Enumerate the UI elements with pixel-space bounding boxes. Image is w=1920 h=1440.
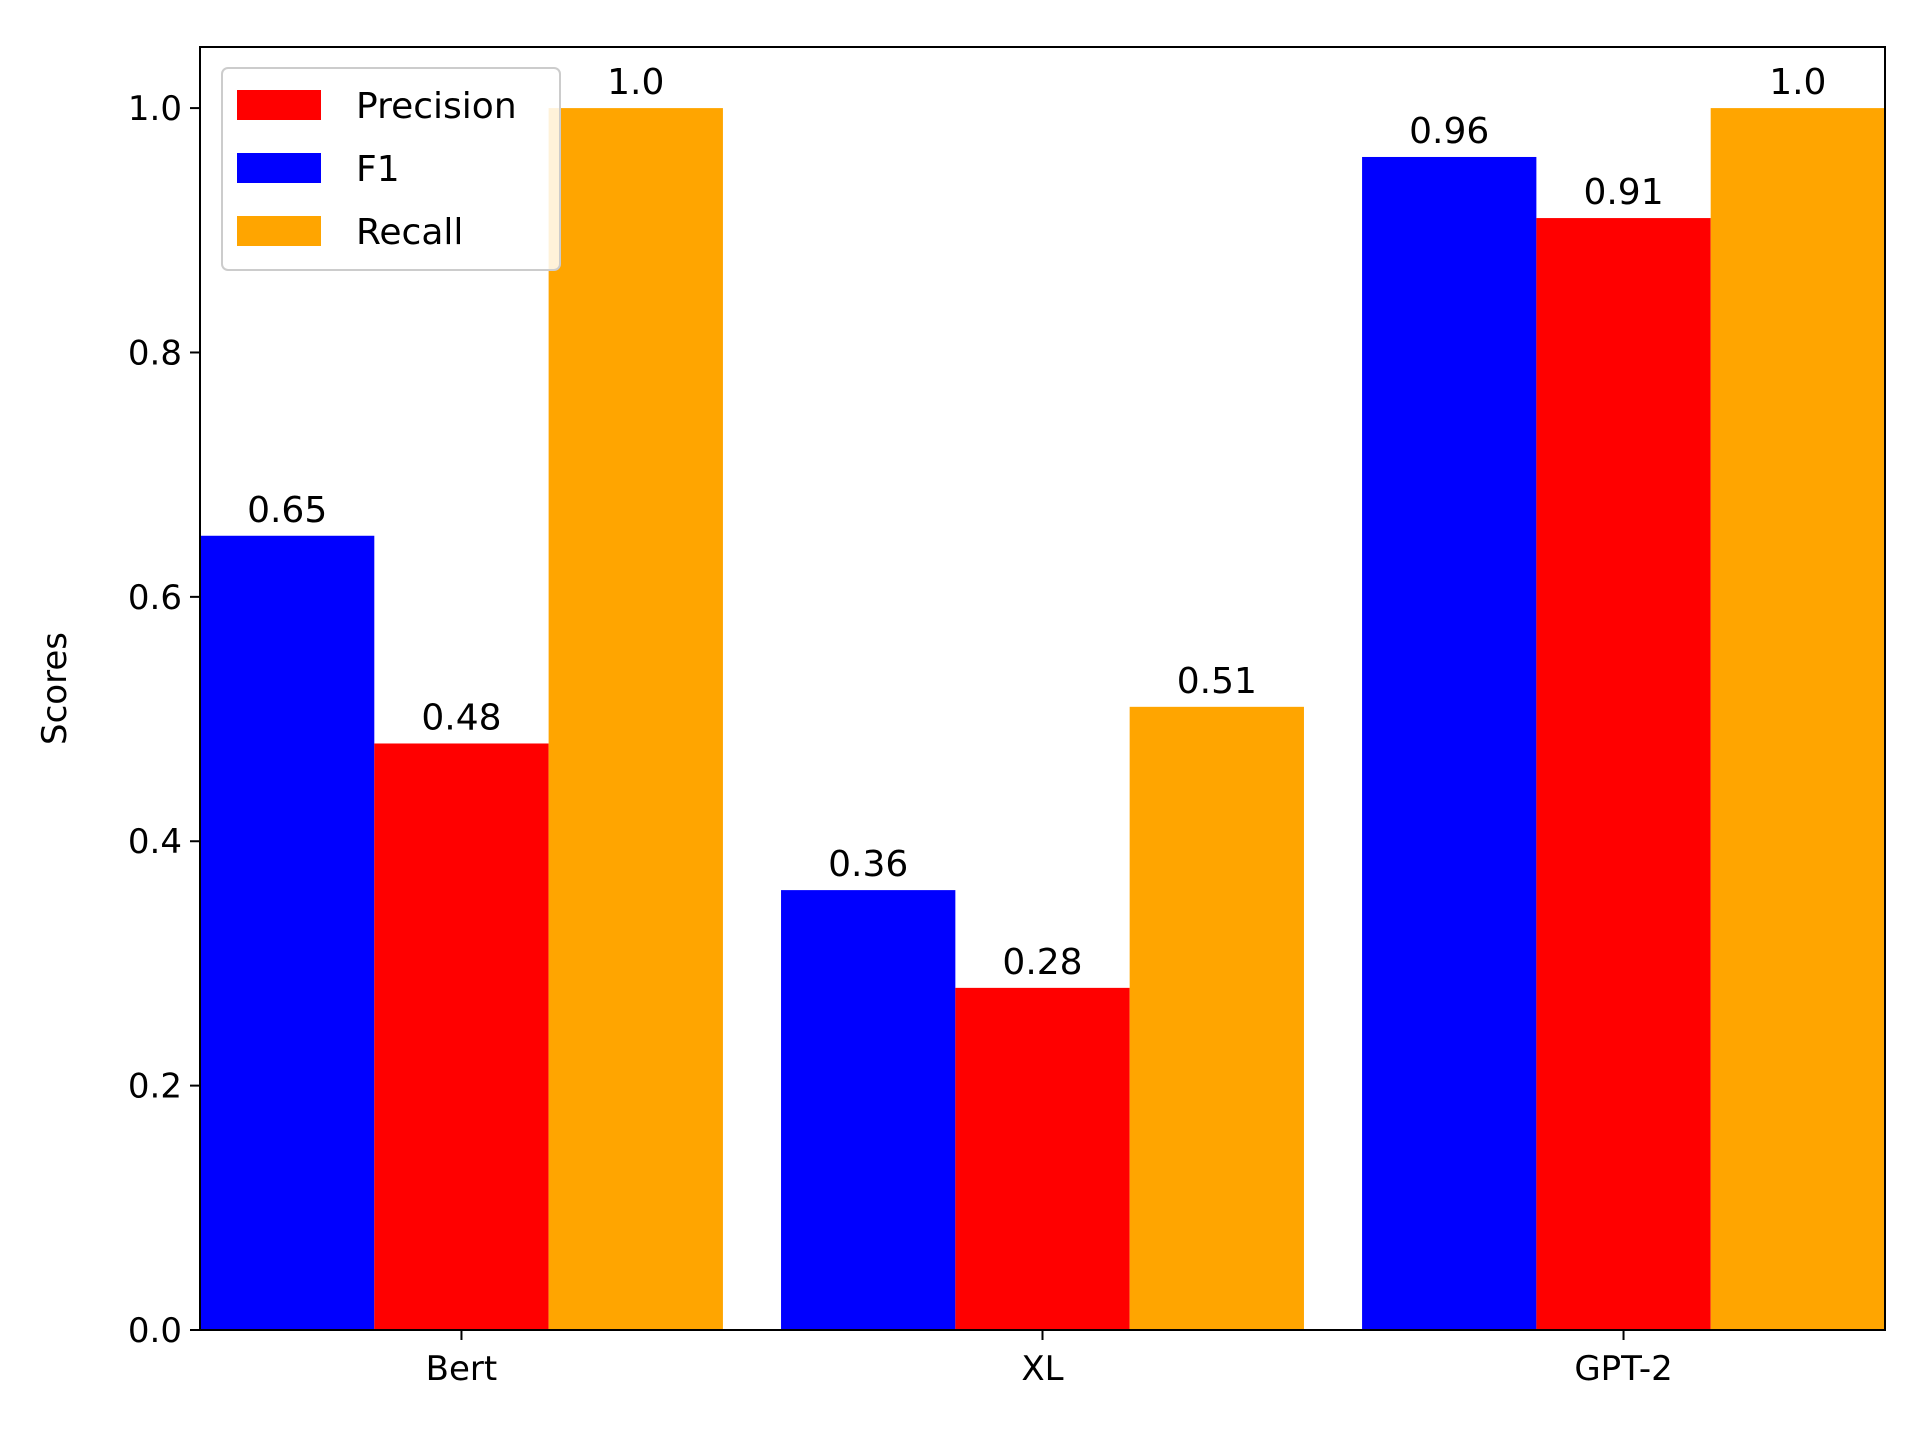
bar-precision-bert: [374, 743, 549, 1330]
y-tick-label: 0.0: [128, 1311, 182, 1351]
legend-label-precision: Precision: [356, 86, 517, 127]
x-axis: Bert XL GPT-2: [426, 1330, 1673, 1389]
legend-swatch-f1: [237, 153, 321, 183]
y-tick-label: 0.4: [128, 822, 182, 862]
bar-precision-gpt-2: [1536, 218, 1711, 1331]
bar-value-label: 1.0: [1769, 62, 1826, 103]
bar-value-label: 0.91: [1583, 172, 1663, 213]
legend-label-f1: F1: [356, 149, 400, 190]
bar-value-label: 0.51: [1177, 661, 1257, 702]
legend-label-recall: Recall: [356, 212, 463, 253]
bar-value-label: 1.0: [607, 62, 664, 103]
bar-f1-bert: [200, 535, 375, 1330]
bar-f1-gpt-2: [1362, 156, 1537, 1330]
x-tick-label: XL: [1021, 1349, 1063, 1389]
bar-labels-group: 0.65 0.48 1.0 0.36 0.28 0.51 0.96 0.91 1.0: [247, 62, 1826, 983]
y-axis-title: Scores: [35, 632, 75, 745]
bar-precision-xl: [955, 987, 1130, 1330]
legend-swatch-recall: [237, 216, 321, 246]
y-tick-label: 0.8: [128, 333, 182, 373]
legend: Precision F1 Recall: [221, 67, 561, 271]
bar-f1-xl: [781, 890, 956, 1330]
bar-value-label: 0.96: [1409, 111, 1489, 152]
bar-recall-bert: [548, 108, 723, 1331]
y-tick-label: 0.6: [128, 578, 182, 618]
bar-value-label: 0.36: [828, 844, 908, 885]
y-axis: 0.0 0.2 0.4 0.6 0.8 1.0: [128, 89, 200, 1351]
y-tick-label: 0.2: [128, 1067, 182, 1107]
bars-group: [200, 108, 1885, 1331]
bar-recall-xl: [1129, 706, 1304, 1330]
bar-value-label: 0.28: [1002, 942, 1082, 983]
x-tick-label: GPT-2: [1574, 1349, 1672, 1389]
bar-recall-gpt-2: [1710, 108, 1885, 1331]
bar-value-label: 0.48: [421, 697, 501, 738]
x-tick-label: Bert: [426, 1349, 498, 1389]
bar-value-label: 0.65: [247, 490, 327, 531]
y-tick-label: 1.0: [128, 89, 182, 129]
legend-swatch-precision: [237, 90, 321, 120]
